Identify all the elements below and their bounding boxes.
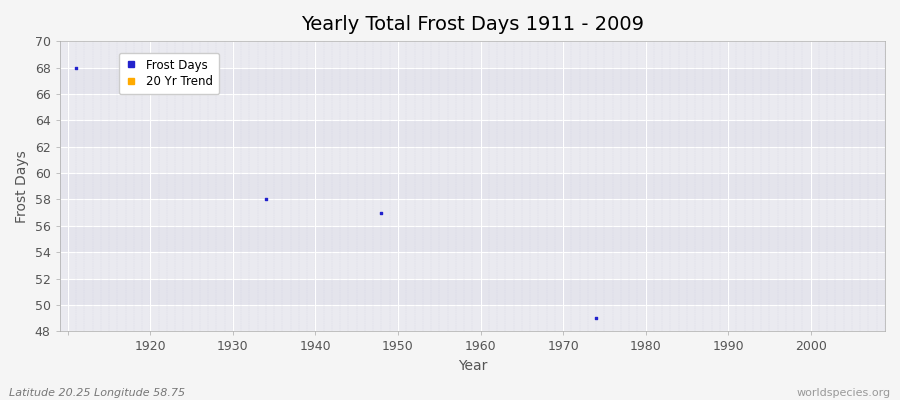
Point [69, 64, 84, 71]
Point [258, 196, 273, 203]
X-axis label: Year: Year [457, 359, 487, 373]
Bar [59, 226, 885, 252]
Bar [59, 41, 885, 68]
Point [374, 210, 389, 216]
Bar [59, 279, 885, 305]
Text: Latitude 20.25 Longitude 58.75: Latitude 20.25 Longitude 58.75 [9, 388, 185, 398]
Bar [59, 252, 885, 279]
Text: worldspecies.org: worldspecies.org [796, 388, 891, 398]
Point [589, 315, 603, 322]
Title: Yearly Total Frost Days 1911 - 2009: Yearly Total Frost Days 1911 - 2009 [301, 15, 644, 34]
Bar [59, 305, 885, 332]
Bar [59, 120, 885, 147]
Bar [59, 200, 885, 226]
Bar [59, 94, 885, 120]
Y-axis label: Frost Days: Frost Days [15, 150, 29, 223]
Bar [59, 147, 885, 173]
Bar [59, 68, 885, 94]
Bar [59, 173, 885, 200]
Legend: Frost Days, 20 Yr Trend: Frost Days, 20 Yr Trend [119, 53, 220, 94]
